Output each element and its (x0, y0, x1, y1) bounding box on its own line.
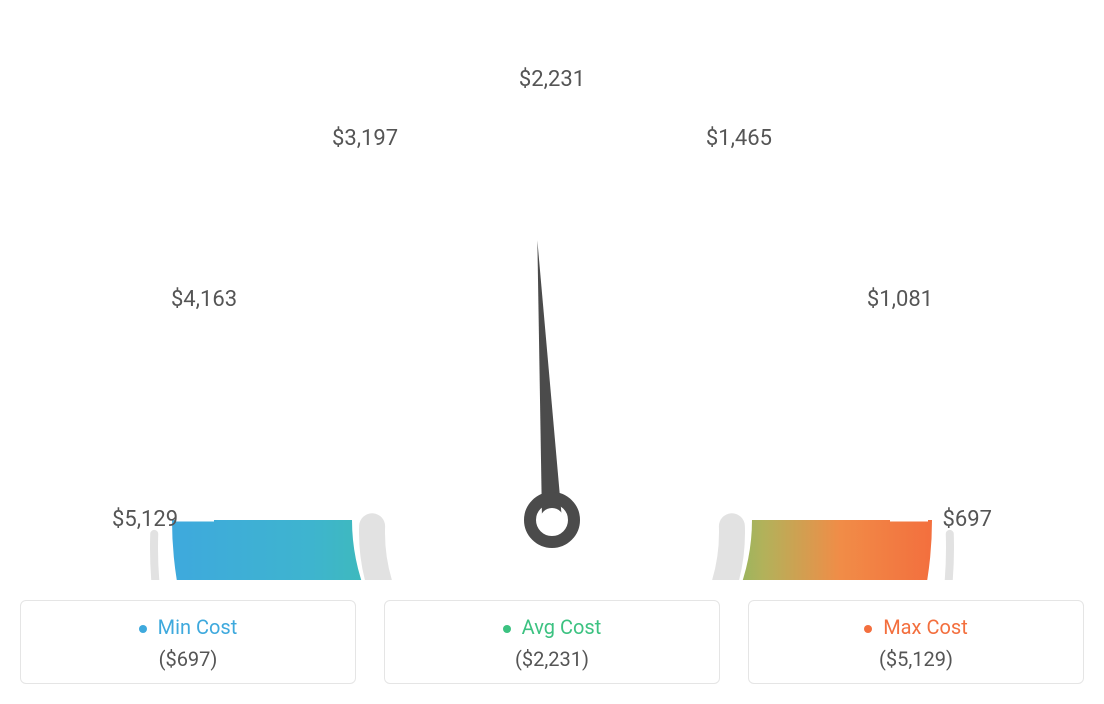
legend-title-max: Max Cost (759, 615, 1073, 639)
legend-value-max: ($5,129) (759, 647, 1073, 671)
legend-row: Min Cost ($697) Avg Cost ($2,231) Max Co… (20, 600, 1084, 684)
legend-box-min: Min Cost ($697) (20, 600, 356, 684)
svg-text:$1,081: $1,081 (867, 287, 933, 312)
legend-label-avg: Avg Cost (522, 615, 602, 639)
legend-box-avg: Avg Cost ($2,231) (384, 600, 720, 684)
legend-dot-max (864, 625, 872, 633)
legend-box-max: Max Cost ($5,129) (748, 600, 1084, 684)
legend-dot-min (139, 625, 147, 633)
legend-label-min: Min Cost (158, 615, 238, 639)
cost-gauge: $697 $1,081 $1,465 $2,231 $3,197 $4,163 $5,129 (20, 20, 1084, 580)
legend-dot-avg (503, 625, 511, 633)
svg-text:$697: $697 (943, 507, 992, 532)
legend-title-min: Min Cost (31, 615, 345, 639)
svg-text:$4,163: $4,163 (171, 287, 237, 312)
legend-label-max: Max Cost (883, 615, 968, 639)
legend-value-min: ($697) (31, 647, 345, 671)
gauge-svg: $697 $1,081 $1,465 $2,231 $3,197 $4,163 $5,129 (20, 20, 1084, 580)
legend-title-avg: Avg Cost (395, 615, 709, 639)
svg-text:$5,129: $5,129 (112, 507, 178, 532)
svg-text:$2,231: $2,231 (519, 67, 585, 92)
legend-value-avg: ($2,231) (395, 647, 709, 671)
svg-text:$3,197: $3,197 (332, 126, 398, 151)
svg-text:$1,465: $1,465 (706, 126, 772, 151)
